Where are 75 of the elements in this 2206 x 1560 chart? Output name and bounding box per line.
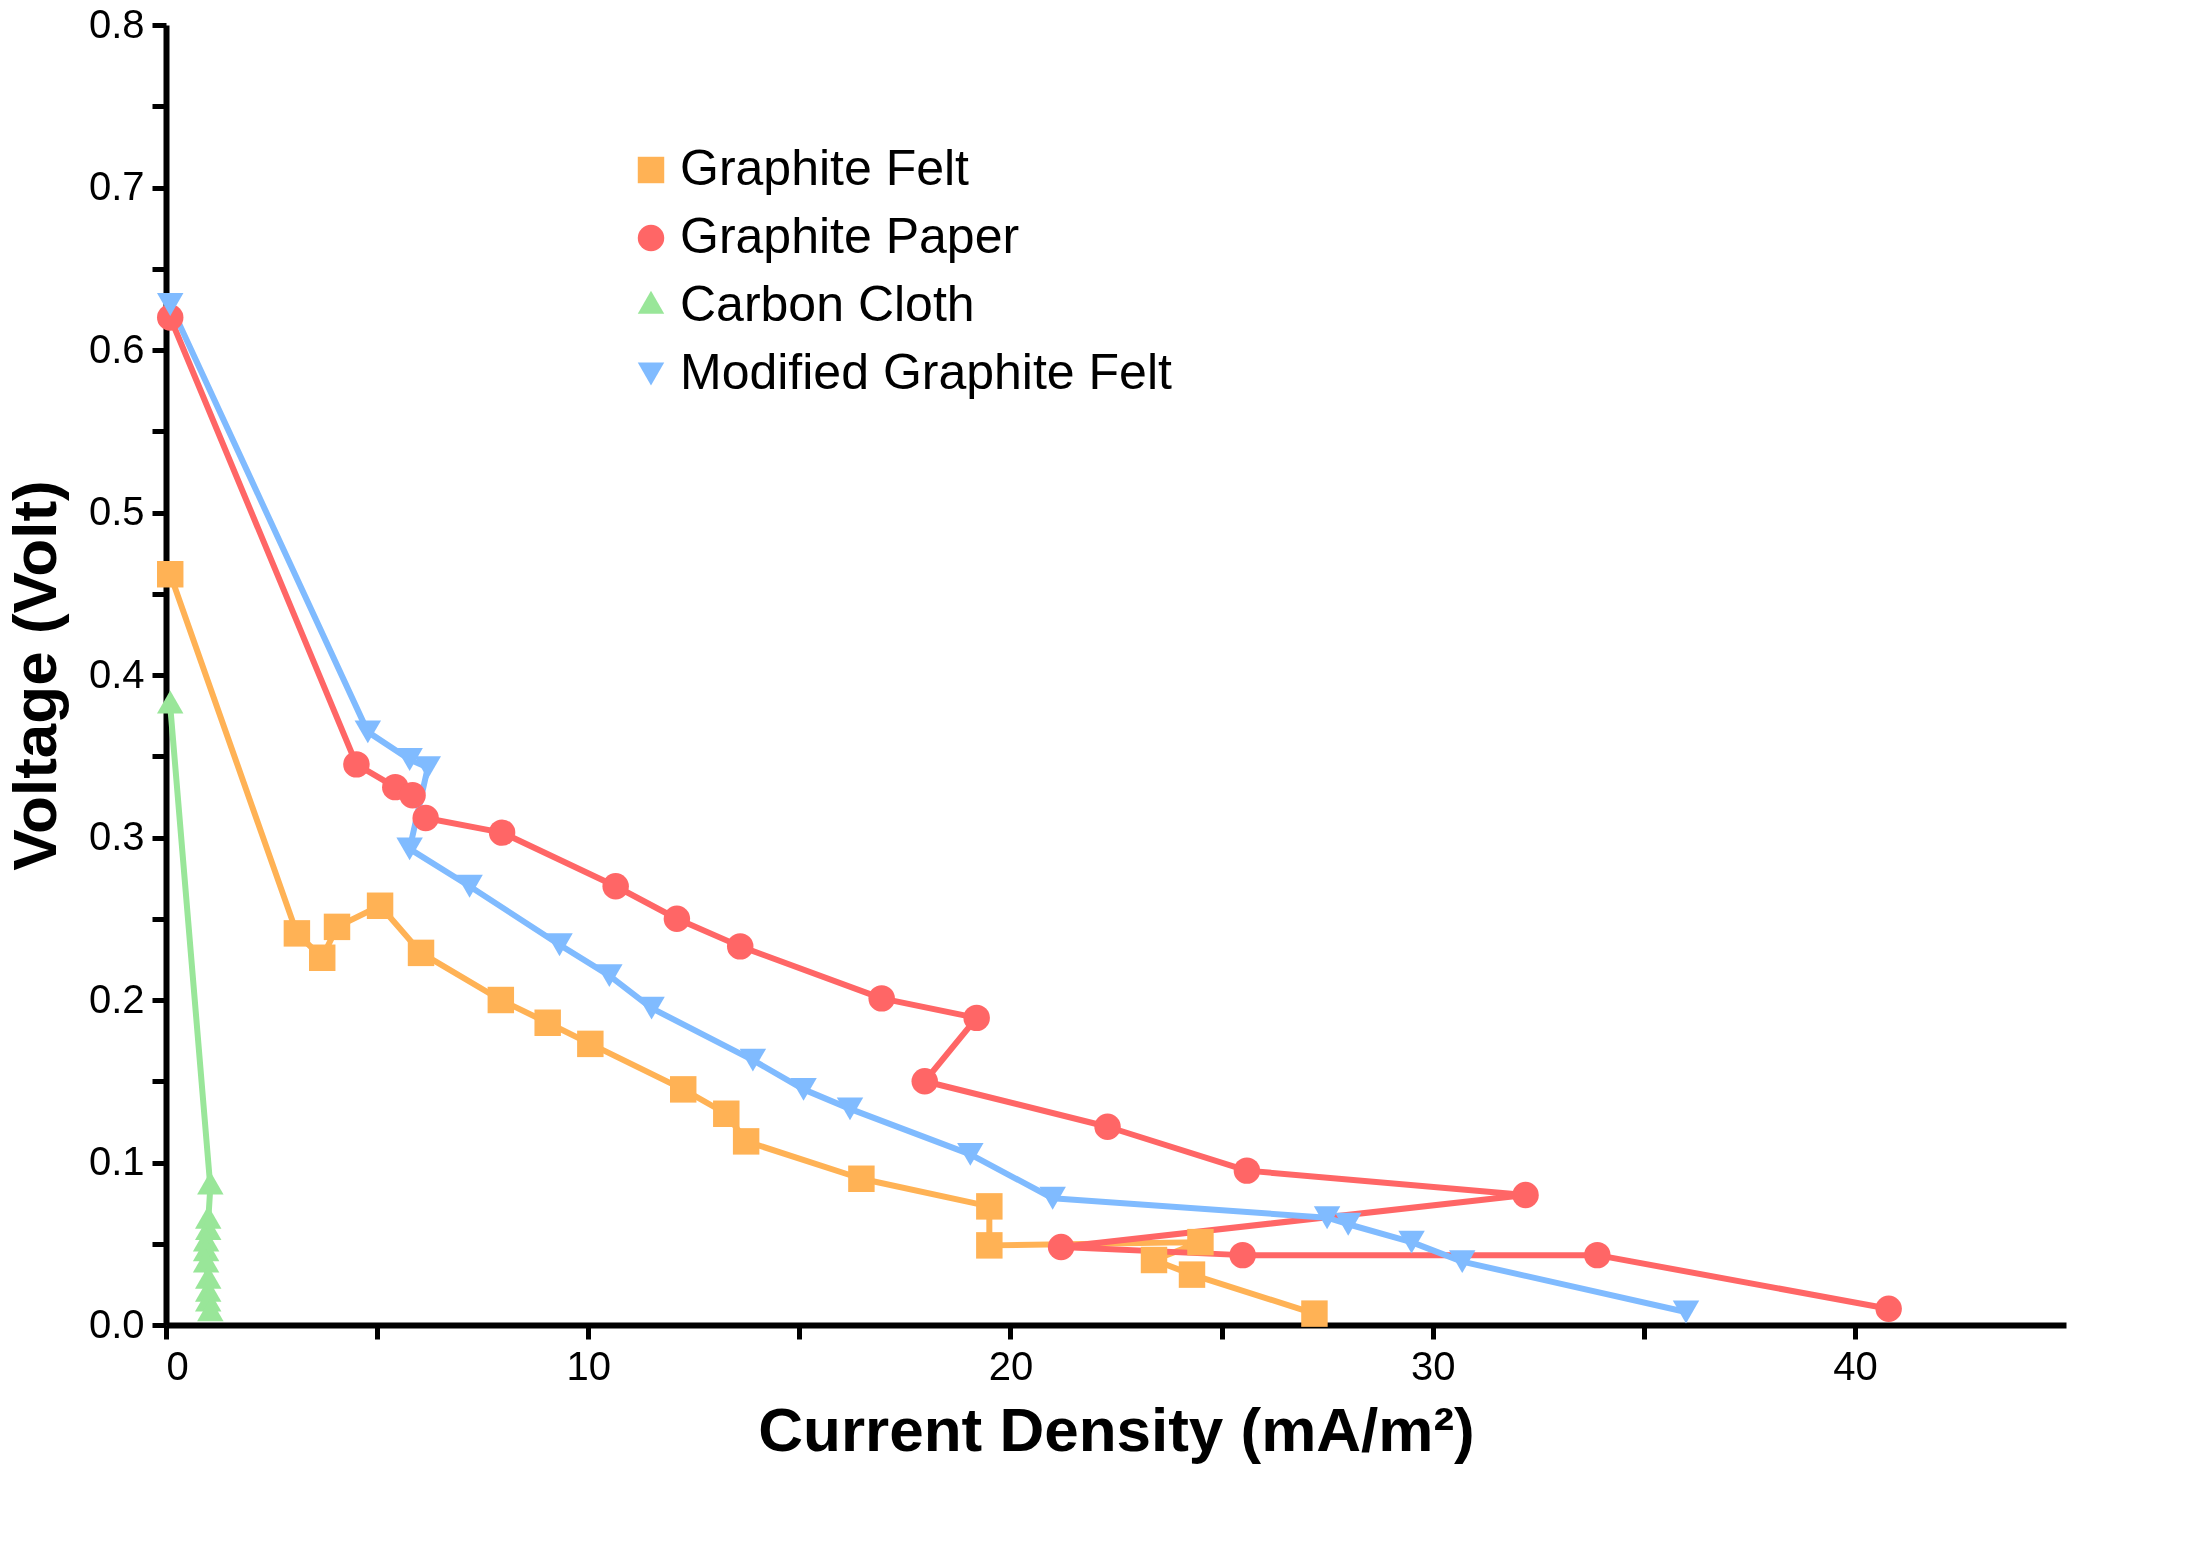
point [963, 1004, 990, 1032]
point [1448, 1250, 1476, 1274]
point [790, 1077, 817, 1101]
x-tick-label: 20 [988, 1343, 1034, 1388]
x-tick-label: 40 [1833, 1343, 1878, 1388]
y-tick-label: 0.7 [88, 164, 145, 208]
point [399, 782, 426, 809]
point [739, 1048, 767, 1072]
y-tick-label: 0.2 [88, 976, 145, 1021]
y-tick-label: 0.6 [88, 326, 145, 371]
point [487, 986, 515, 1014]
y-tick-label: 0.8 [88, 1, 145, 46]
point [1233, 1157, 1261, 1184]
point [713, 1100, 740, 1127]
point [726, 933, 754, 960]
point [546, 933, 573, 957]
point [308, 944, 336, 971]
y-axis-title: Voltage (Volt) [0, 480, 69, 871]
point [1334, 1212, 1362, 1236]
point [1398, 1230, 1425, 1254]
point [1094, 1113, 1121, 1140]
point [1229, 1241, 1256, 1269]
y-tick-label: 0.1 [88, 1139, 145, 1183]
point [911, 1068, 938, 1095]
point [577, 1030, 604, 1058]
point [1301, 1300, 1328, 1327]
point [868, 985, 895, 1012]
y-tick-label: 0.3 [88, 814, 145, 858]
point [354, 720, 382, 744]
point [323, 913, 351, 941]
point [596, 964, 623, 988]
point [1512, 1181, 1539, 1209]
point [156, 293, 184, 316]
point [1672, 1300, 1700, 1324]
point [1584, 1241, 1611, 1269]
point [1187, 1228, 1214, 1256]
point [1178, 1261, 1206, 1288]
point [488, 819, 516, 846]
point [602, 873, 629, 900]
point [283, 920, 311, 947]
y-tick-label: 0.4 [88, 651, 145, 696]
point [976, 1193, 1003, 1220]
point [396, 748, 423, 771]
point [732, 1128, 760, 1155]
y-tick-label: 0.0 [88, 1301, 145, 1346]
point [343, 751, 370, 778]
point [1039, 1186, 1066, 1210]
point [848, 1165, 875, 1192]
legend-label: Graphite Paper [680, 208, 1020, 264]
point [534, 1009, 561, 1036]
point [669, 1076, 697, 1103]
x-axis-title: Current Density (mA/m²) [758, 1394, 1475, 1464]
point [414, 756, 442, 780]
x-tick-label: 0 [166, 1343, 189, 1388]
legend-label: Modified Graphite Felt [680, 344, 1172, 400]
legend-label: Carbon Cloth [680, 276, 975, 332]
point [1140, 1246, 1168, 1274]
point [456, 874, 483, 898]
point [396, 837, 423, 861]
point [1875, 1295, 1902, 1322]
legend-label: Graphite Felt [680, 140, 970, 196]
point [366, 892, 394, 919]
point [156, 561, 184, 588]
x-tick-label: 30 [1410, 1343, 1456, 1388]
point [638, 996, 665, 1020]
point [407, 939, 435, 967]
point [976, 1232, 1003, 1259]
y-tick-label: 0.5 [88, 489, 145, 533]
point [836, 1097, 864, 1121]
x-tick-label: 10 [566, 1343, 611, 1388]
point [1313, 1206, 1341, 1230]
point [1047, 1233, 1075, 1261]
point [957, 1142, 984, 1166]
point [412, 804, 439, 832]
point [663, 905, 691, 932]
